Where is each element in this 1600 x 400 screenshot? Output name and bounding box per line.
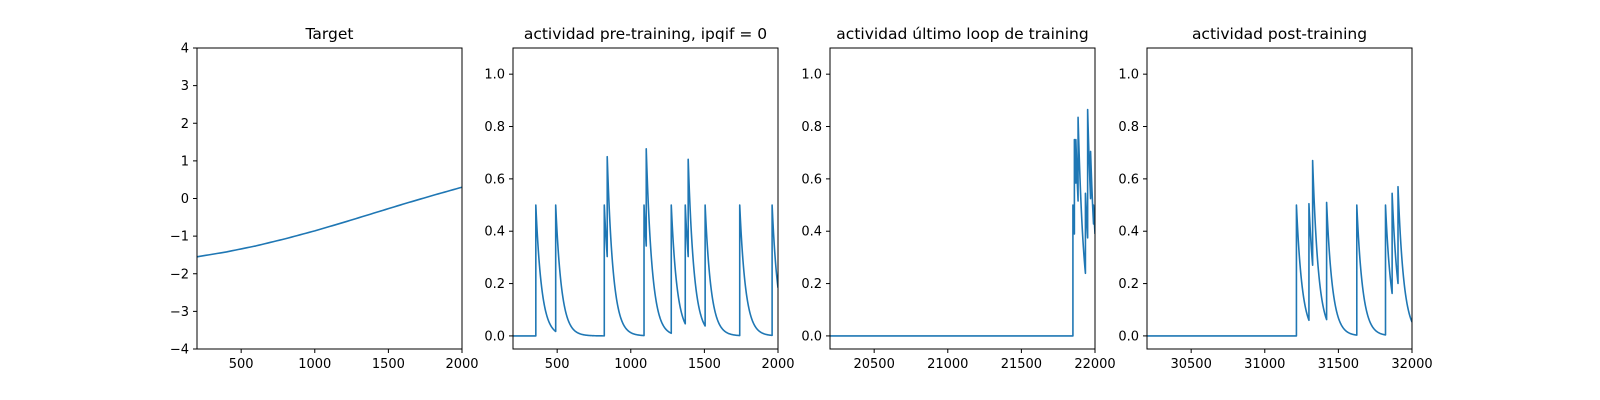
x-tick-label: 500 — [229, 357, 254, 372]
y-tick-label: 1.0 — [801, 68, 822, 83]
y-tick-label: −4 — [170, 343, 189, 358]
y-tick-label: −2 — [170, 267, 189, 282]
plot-frame — [829, 47, 1096, 350]
x-tick-label: 500 — [545, 357, 570, 372]
y-tick-label: 0.0 — [1118, 329, 1139, 344]
x-tick-label: 22000 — [1074, 357, 1115, 372]
x-tick-label: 30500 — [1170, 357, 1211, 372]
y-tick-label: 4 — [181, 42, 189, 57]
series-line — [830, 108, 1095, 337]
y-tick-label: 3 — [181, 79, 189, 94]
y-tick-label: 0.2 — [801, 277, 822, 292]
plot-frame — [512, 47, 779, 350]
series-line — [197, 186, 462, 258]
y-tick-label: 0.6 — [801, 172, 822, 187]
y-tick-label: 1.0 — [1118, 68, 1139, 83]
chart-title: actividad post-training — [1192, 25, 1367, 43]
series-line — [513, 147, 778, 337]
panel-target: Target 500 1000 1500 2000 −4 −3 −2 −1 0 1 2 3 4 — [170, 25, 479, 372]
x-tick-label: 1000 — [614, 357, 647, 372]
x-tick-label: 31500 — [1318, 357, 1359, 372]
x-tick-label: 32000 — [1391, 357, 1432, 372]
x-tick-label: 21000 — [927, 357, 968, 372]
chart-title: actividad pre-training, ipqif = 0 — [524, 25, 767, 43]
x-tick-label: 31000 — [1244, 357, 1285, 372]
x-tick-label: 20500 — [853, 357, 894, 372]
x-tick-label: 1500 — [688, 357, 721, 372]
y-tick-label: 0.4 — [801, 225, 822, 240]
y-tick-label: 0 — [181, 192, 189, 207]
y-tick-label: 0.8 — [801, 120, 822, 135]
y-tick-label: 0.4 — [484, 225, 505, 240]
series-line — [1147, 159, 1412, 337]
y-tick-label: 0.6 — [1118, 172, 1139, 187]
chart-title: actividad último loop de training — [836, 25, 1088, 43]
y-tick-label: 0.8 — [484, 120, 505, 135]
x-tick-label: 21500 — [1001, 357, 1042, 372]
x-tick-label: 2000 — [445, 357, 478, 372]
x-tick-label: 1500 — [372, 357, 405, 372]
y-tick-label: 0.8 — [1118, 120, 1139, 135]
y-tick-label: 2 — [181, 117, 189, 132]
x-tick-label: 2000 — [761, 357, 794, 372]
plot-frame — [1146, 47, 1413, 350]
panel-pre-training: actividad pre-training, ipqif = 0 500 1000… — [484, 25, 794, 372]
y-tick-label: 0.0 — [484, 329, 505, 344]
y-tick-label: −1 — [170, 230, 189, 245]
y-tick-label: 0.0 — [801, 329, 822, 344]
panel-last-training-loop: actividad último loop de training 20500 21… — [801, 25, 1115, 372]
y-tick-label: 0.2 — [1118, 277, 1139, 292]
x-tick-label: 1000 — [298, 357, 331, 372]
y-tick-label: 0.2 — [484, 277, 505, 292]
panel-post-training: actividad post-training 30500 31000 31500 32… — [1118, 25, 1432, 372]
y-tick-label: −3 — [170, 305, 189, 320]
y-tick-label: 0.6 — [484, 172, 505, 187]
y-tick-label: 1.0 — [484, 68, 505, 83]
y-tick-label: 0.4 — [1118, 225, 1139, 240]
y-tick-label: 1 — [181, 154, 189, 169]
chart-title: Target — [305, 25, 354, 43]
